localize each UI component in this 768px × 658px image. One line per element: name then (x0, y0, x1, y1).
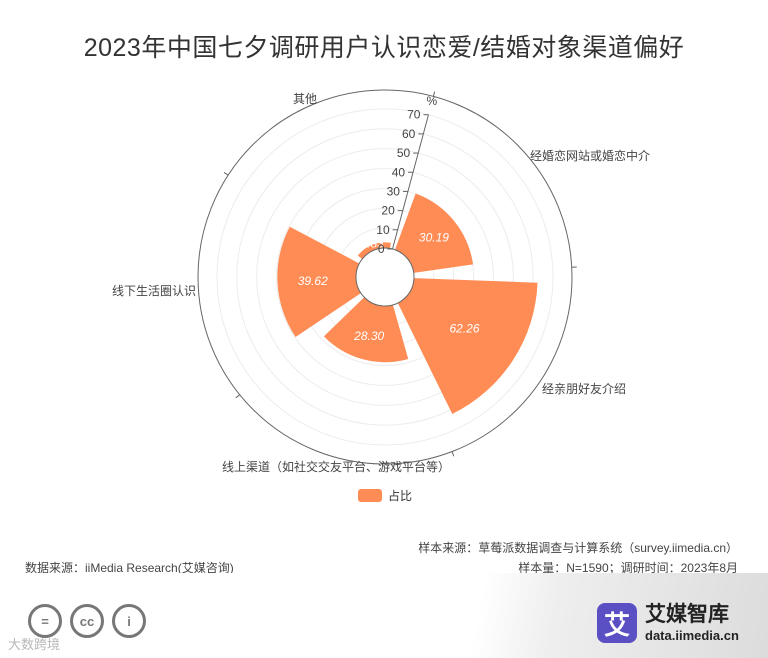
category-label: 线下生活圈认识 (112, 284, 196, 298)
category-tick (235, 394, 240, 399)
bar-1 (397, 278, 538, 415)
category-tick (223, 172, 229, 176)
grid-ring (216, 108, 554, 446)
bar-3 (277, 226, 361, 337)
radial-axis-line (392, 114, 429, 250)
legend-swatch (358, 489, 382, 502)
inner-circle (355, 247, 415, 307)
category-label: 经婚恋网站或婚恋中介 (530, 148, 650, 163)
chart-title: 2023年中国七夕调研用户认识恋爱/结婚对象渠道偏好 (83, 34, 685, 62)
polar-bar-chart: 30.19 62.26 28.30 39.62 2.83 0 10 20 30 40 50 60 70… (112, 89, 650, 474)
grid-ring (276, 168, 494, 386)
category-label: 其他 (293, 92, 317, 106)
category-label: 线上渠道（如社交交友平台、游戏平台等） (222, 459, 450, 474)
legend-label: 占比 (388, 489, 413, 503)
radial-tick-label: 40 (392, 165, 406, 179)
polar-bars: 30.19 62.26 28.30 39.62 2.83 (277, 193, 538, 415)
outer-ring (197, 89, 573, 465)
brand-name: 艾媒智库 (645, 602, 729, 626)
radial-tick-label: 70 (407, 108, 421, 122)
radial-tick-label: 30 (387, 184, 401, 198)
person-icon: i (112, 604, 146, 638)
category-tick (432, 91, 436, 97)
grid-ring (256, 148, 514, 406)
category-tick (451, 451, 455, 457)
radial-unit-label: % (427, 94, 438, 108)
radial-tick-label: 20 (381, 204, 395, 218)
legend[interactable]: 占比 (358, 487, 412, 504)
brand-logo-icon: 艾 (597, 603, 637, 643)
radial-tick-label: 60 (402, 127, 416, 141)
cc-icon: cc (70, 604, 104, 638)
sample-size: 样本量：N=1590；调研时间：2023年8月 (518, 561, 738, 575)
bar-value-label: 39.62 (298, 274, 328, 288)
category-label: 经亲朋好友介绍 (542, 382, 626, 396)
radial-tick-label: 0 (378, 242, 385, 256)
radial-axis: 0 10 20 30 40 50 60 70% (376, 94, 437, 256)
license-icons: = cc i (28, 604, 146, 638)
bar-value-label: 2.83 (359, 237, 384, 251)
bar-value-label: 30.19 (419, 230, 449, 244)
bar-0 (394, 193, 474, 273)
brand-url: data.iimedia.cn (645, 627, 739, 643)
bar-2 (323, 297, 409, 363)
watermark: 大数跨境 (8, 637, 61, 652)
bar-value-label: 62.26 (450, 322, 480, 336)
brand[interactable]: 艾 艾媒智库 data.iimedia.cn (597, 603, 739, 643)
bar-value-label: 28.30 (353, 329, 384, 343)
equals-icon: = (28, 604, 62, 638)
radial-tick-label: 10 (376, 223, 390, 237)
grid-ring (236, 128, 534, 426)
radial-tick-label: 50 (397, 146, 411, 160)
sample-source: 样本来源：草莓派数据调查与计算系统（survey.iimedia.cn） (418, 541, 738, 555)
data-source: 数据来源：iiMedia Research(艾媒咨询) (25, 561, 234, 575)
